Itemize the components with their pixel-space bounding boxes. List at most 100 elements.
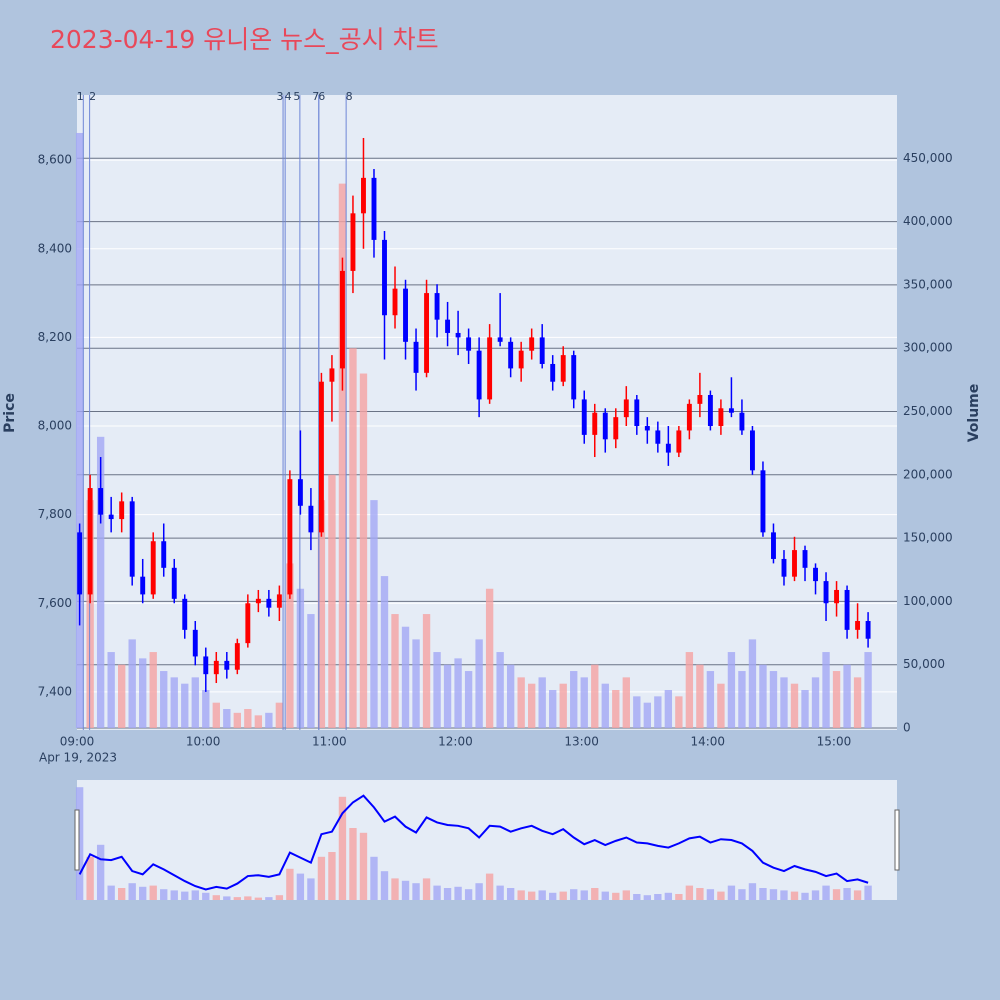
volume-bar	[580, 677, 588, 728]
mini-volume-bar	[370, 856, 378, 900]
volume-bar	[549, 690, 557, 728]
candle-body	[676, 430, 682, 453]
mini-volume-bar	[538, 890, 546, 900]
x-tick-label: 09:00	[60, 735, 95, 749]
y2-tick-label: 350,000	[903, 277, 953, 291]
candle-body	[655, 430, 661, 444]
candle-body	[276, 594, 282, 608]
candle-body	[87, 488, 93, 595]
mini-volume-bar	[769, 889, 778, 900]
volume-bar	[485, 588, 494, 728]
mini-volume-bar	[654, 894, 662, 900]
slider-handle[interactable]	[74, 809, 80, 871]
mini-volume-bar	[359, 832, 368, 900]
candle-body	[371, 177, 377, 240]
y-tick-label: 8,600	[38, 153, 72, 167]
candle-body	[508, 341, 514, 369]
volume-bar	[275, 702, 284, 728]
mini-volume-bar	[643, 895, 651, 900]
candle-body	[539, 337, 545, 364]
candle-body	[297, 479, 303, 506]
y2-tick-label: 50,000	[903, 657, 945, 671]
volume-bar	[149, 652, 157, 728]
volume-bar	[538, 677, 546, 728]
volume-bar	[853, 677, 862, 728]
mini-volume-bar	[601, 891, 609, 900]
y-axis-title: Price	[2, 393, 18, 433]
mini-volume-bar	[286, 868, 294, 900]
news-label: 4	[285, 90, 292, 103]
mini-volume-bar	[433, 885, 441, 900]
mini-volume-bar	[422, 878, 431, 900]
volume-bar	[675, 696, 683, 728]
mini-volume-bar	[475, 883, 483, 900]
volume-bar	[727, 652, 736, 728]
y2-tick-label: 200,000	[903, 467, 953, 481]
y-tick-label: 7,400	[38, 684, 72, 698]
candle-body	[77, 532, 83, 595]
volume-bar	[181, 683, 189, 728]
mini-volume-bar	[759, 888, 767, 900]
mini-volume-bar	[401, 880, 410, 900]
mini-volume-bar	[296, 873, 305, 900]
candle-body	[339, 270, 345, 369]
candle-body	[255, 598, 261, 604]
volume-bar	[307, 614, 315, 728]
news-label: 2	[89, 90, 96, 103]
volume-bar	[338, 183, 347, 728]
y2-tick-label: 250,000	[903, 404, 953, 418]
candle-body	[434, 293, 440, 320]
volume-bar	[391, 614, 399, 728]
x-tick-label: 13:00	[564, 735, 599, 749]
volume-bar	[622, 677, 630, 728]
volume-bar	[664, 690, 673, 728]
date-label: Apr 19, 2023	[39, 751, 117, 765]
mini-volume-bar	[149, 885, 157, 900]
volume-bar	[685, 652, 694, 728]
volume-bar	[244, 709, 252, 728]
candle-body	[487, 337, 493, 400]
volume-bar	[412, 639, 420, 728]
candle-body	[802, 550, 808, 568]
volume-bar	[380, 576, 389, 728]
y-tick-label: 8,400	[38, 241, 72, 255]
volume-bar	[359, 373, 368, 728]
candle-body	[623, 399, 629, 418]
mini-volume-bar	[307, 878, 315, 900]
volume-bar	[464, 671, 473, 728]
candle-body	[140, 576, 146, 595]
candle-body	[287, 479, 293, 595]
mini-volume-bar	[338, 796, 347, 900]
volume-bar	[506, 664, 515, 728]
candle-body	[119, 501, 125, 520]
x-tick-label: 10:00	[186, 735, 221, 749]
mini-volume-bar	[454, 886, 462, 900]
candle-body	[224, 660, 230, 670]
candle-body	[392, 288, 398, 316]
candle-body	[171, 567, 177, 599]
mini-volume-bar	[485, 873, 494, 900]
mini-volume-bar	[853, 890, 862, 900]
candle-body	[213, 660, 219, 675]
mini-volume-bar	[496, 885, 504, 900]
candle-body	[382, 239, 387, 316]
news-label: 7	[312, 90, 319, 103]
mini-volume-bar	[591, 888, 599, 900]
candle-body	[361, 177, 366, 214]
mini-volume-bar	[633, 894, 641, 900]
mini-volume-bar	[328, 852, 336, 900]
mini-volume-bar	[528, 891, 536, 900]
mini-volume-bar	[275, 895, 284, 900]
volume-bar	[591, 664, 599, 728]
x-tick-label: 11:00	[312, 735, 347, 749]
mini-volume-bar	[801, 892, 809, 900]
volume-bar	[601, 683, 609, 728]
slider-handle[interactable]	[894, 809, 900, 871]
candle-body	[844, 589, 850, 630]
mini-price-line	[78, 794, 869, 891]
candle-body	[728, 408, 734, 413]
candle-body	[318, 381, 324, 533]
mini-volume-bar	[254, 897, 263, 900]
mini-volume-bar	[864, 885, 872, 900]
